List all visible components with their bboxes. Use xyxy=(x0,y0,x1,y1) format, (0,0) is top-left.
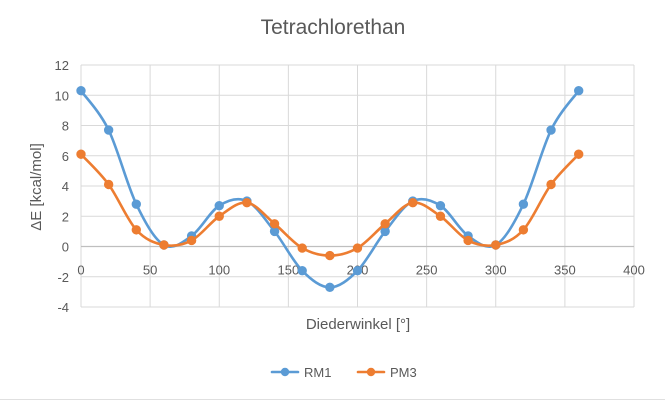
chart-title: Tetrachlorethan xyxy=(261,16,406,39)
y-tick-label: 12 xyxy=(55,58,69,73)
legend-entry: PM3 xyxy=(356,365,417,380)
x-tick-label: 400 xyxy=(623,263,645,278)
data-point xyxy=(352,243,363,253)
data-point xyxy=(159,240,169,250)
data-point xyxy=(76,86,86,96)
data-point xyxy=(76,149,86,159)
legend-swatch-marker xyxy=(366,367,376,377)
data-point xyxy=(574,149,584,159)
data-point xyxy=(103,179,114,190)
data-point xyxy=(186,235,197,246)
x-tick-label: 0 xyxy=(77,263,84,278)
data-point xyxy=(269,219,280,229)
data-point xyxy=(380,219,390,229)
y-tick-label: 2 xyxy=(62,209,69,224)
x-tick-label: 350 xyxy=(554,263,576,278)
data-point xyxy=(518,199,529,209)
y-tick-label: 6 xyxy=(62,149,69,164)
data-point xyxy=(103,125,114,135)
x-tick-label: 250 xyxy=(416,263,438,278)
legend-entry: RM1 xyxy=(270,365,331,380)
y-tick-label: -4 xyxy=(57,300,69,315)
y-tick-label: 0 xyxy=(62,240,69,255)
data-point xyxy=(325,250,335,261)
x-tick-label: 150 xyxy=(278,263,300,278)
data-point xyxy=(214,200,224,211)
legend: RM1 PM3 xyxy=(270,365,417,380)
data-point xyxy=(131,225,142,235)
x-tick-label: 300 xyxy=(485,263,507,278)
data-point xyxy=(574,86,584,96)
y-tick-label: 10 xyxy=(55,88,69,103)
data-point xyxy=(546,179,556,190)
data-point xyxy=(435,211,446,221)
data-point xyxy=(325,282,335,293)
data-point xyxy=(297,243,307,253)
legend-label: RM1 xyxy=(304,365,331,380)
y-axis-title: ΔE [kcal/mol] xyxy=(28,143,45,231)
data-point xyxy=(435,200,446,211)
data-point xyxy=(297,266,307,276)
data-point xyxy=(546,125,556,135)
y-tick-label: 8 xyxy=(62,119,69,134)
series-pm3 xyxy=(76,149,584,261)
legend-swatch-marker xyxy=(280,367,290,377)
x-axis-title: Diederwinkel [°] xyxy=(306,316,410,333)
data-point xyxy=(518,225,529,235)
data-point xyxy=(408,197,418,208)
data-point xyxy=(463,235,473,246)
legend-label: PM3 xyxy=(390,365,417,380)
data-point xyxy=(214,211,224,221)
data-point xyxy=(131,199,142,209)
x-tick-label: 100 xyxy=(208,263,230,278)
data-point xyxy=(352,266,363,276)
x-tick-label: 50 xyxy=(143,263,157,278)
y-tick-label: 4 xyxy=(62,179,69,194)
data-point xyxy=(491,240,501,250)
data-point xyxy=(242,197,252,208)
series xyxy=(76,86,584,293)
y-tick-label: -2 xyxy=(57,270,69,285)
